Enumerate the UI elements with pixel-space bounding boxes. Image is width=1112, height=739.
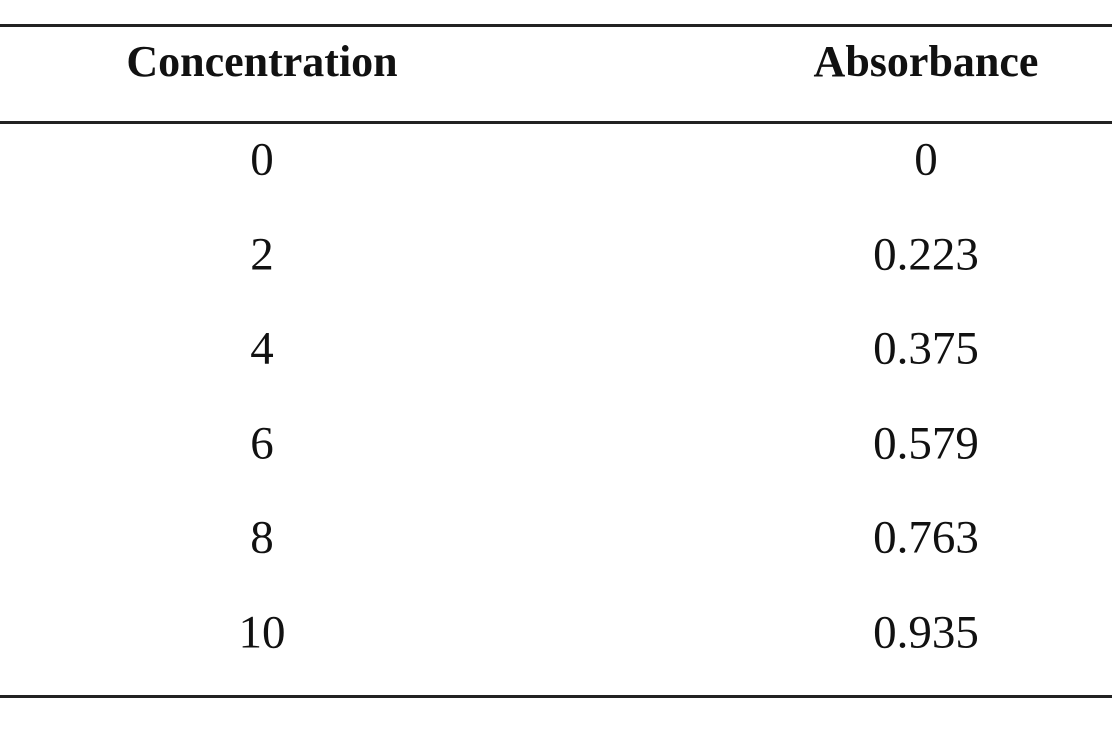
table-cell: 0.223 bbox=[873, 228, 979, 280]
bottom-rule bbox=[0, 695, 1112, 698]
table-cell: 0.935 bbox=[873, 606, 979, 658]
column-header: Absorbance bbox=[813, 37, 1039, 86]
table-cell: 6 bbox=[250, 417, 274, 469]
table-cell: 0.763 bbox=[873, 511, 979, 564]
table-cell: 8 bbox=[250, 511, 274, 564]
table-cell: 0.375 bbox=[873, 322, 979, 375]
header-rule bbox=[0, 121, 1112, 124]
table-cell: 4 bbox=[250, 322, 274, 375]
column-header: Concentration bbox=[126, 37, 398, 86]
table-cell: 0.579 bbox=[873, 417, 979, 469]
table-cell: 0 bbox=[914, 133, 938, 186]
table-cell: 0 bbox=[250, 133, 274, 186]
table-cell: 10 bbox=[238, 606, 286, 658]
top-rule bbox=[0, 24, 1112, 27]
table-cell: 2 bbox=[250, 228, 274, 280]
